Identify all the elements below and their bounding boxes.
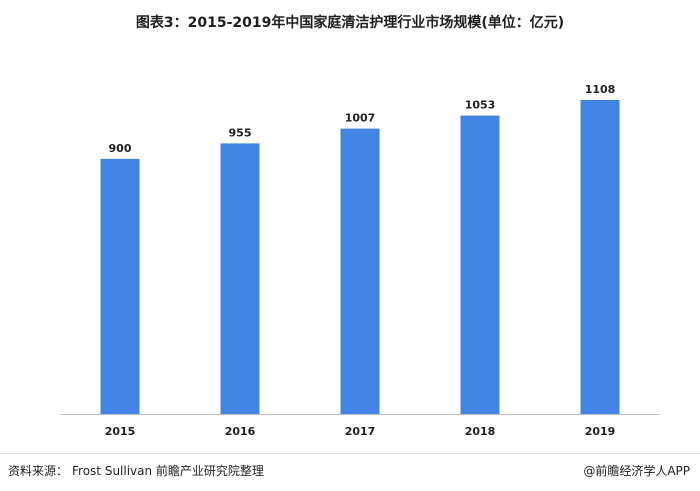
source-note: 资料来源： Frost Sullivan 前瞻产业研究院整理 — [8, 462, 264, 479]
bar-chart: 900 2015 955 2016 1007 2017 1053 2018 1108 2019 — [60, 83, 660, 438]
x-tick-label-2015: 2015 — [105, 425, 136, 438]
bar-2018 — [460, 115, 500, 414]
x-tick-label-2017: 2017 — [345, 425, 376, 438]
x-tick-label-2018: 2018 — [465, 425, 496, 438]
data-label-2015: 900 — [109, 142, 132, 155]
data-label-2019: 1108 — [585, 83, 616, 96]
footer-divider — [0, 453, 700, 454]
source-label: 资料来源： — [8, 464, 69, 478]
bar-2017 — [340, 128, 380, 414]
source-text: Frost Sullivan 前瞻产业研究院整理 — [72, 464, 264, 478]
chart-title: 图表3：2015-2019年中国家庭清洁护理行业市场规模(单位：亿元) — [135, 15, 565, 31]
data-label-2017: 1007 — [345, 112, 376, 125]
bar-2015 — [100, 158, 140, 414]
data-label-2016: 955 — [229, 126, 252, 139]
bar-2019 — [580, 100, 620, 414]
brand-credit: @前瞻经济学人APP — [583, 464, 690, 478]
x-tick-label-2019: 2019 — [585, 425, 616, 438]
bar-2016 — [220, 143, 260, 414]
data-label-2018: 1053 — [465, 99, 496, 112]
x-tick-label-2016: 2016 — [225, 425, 256, 438]
